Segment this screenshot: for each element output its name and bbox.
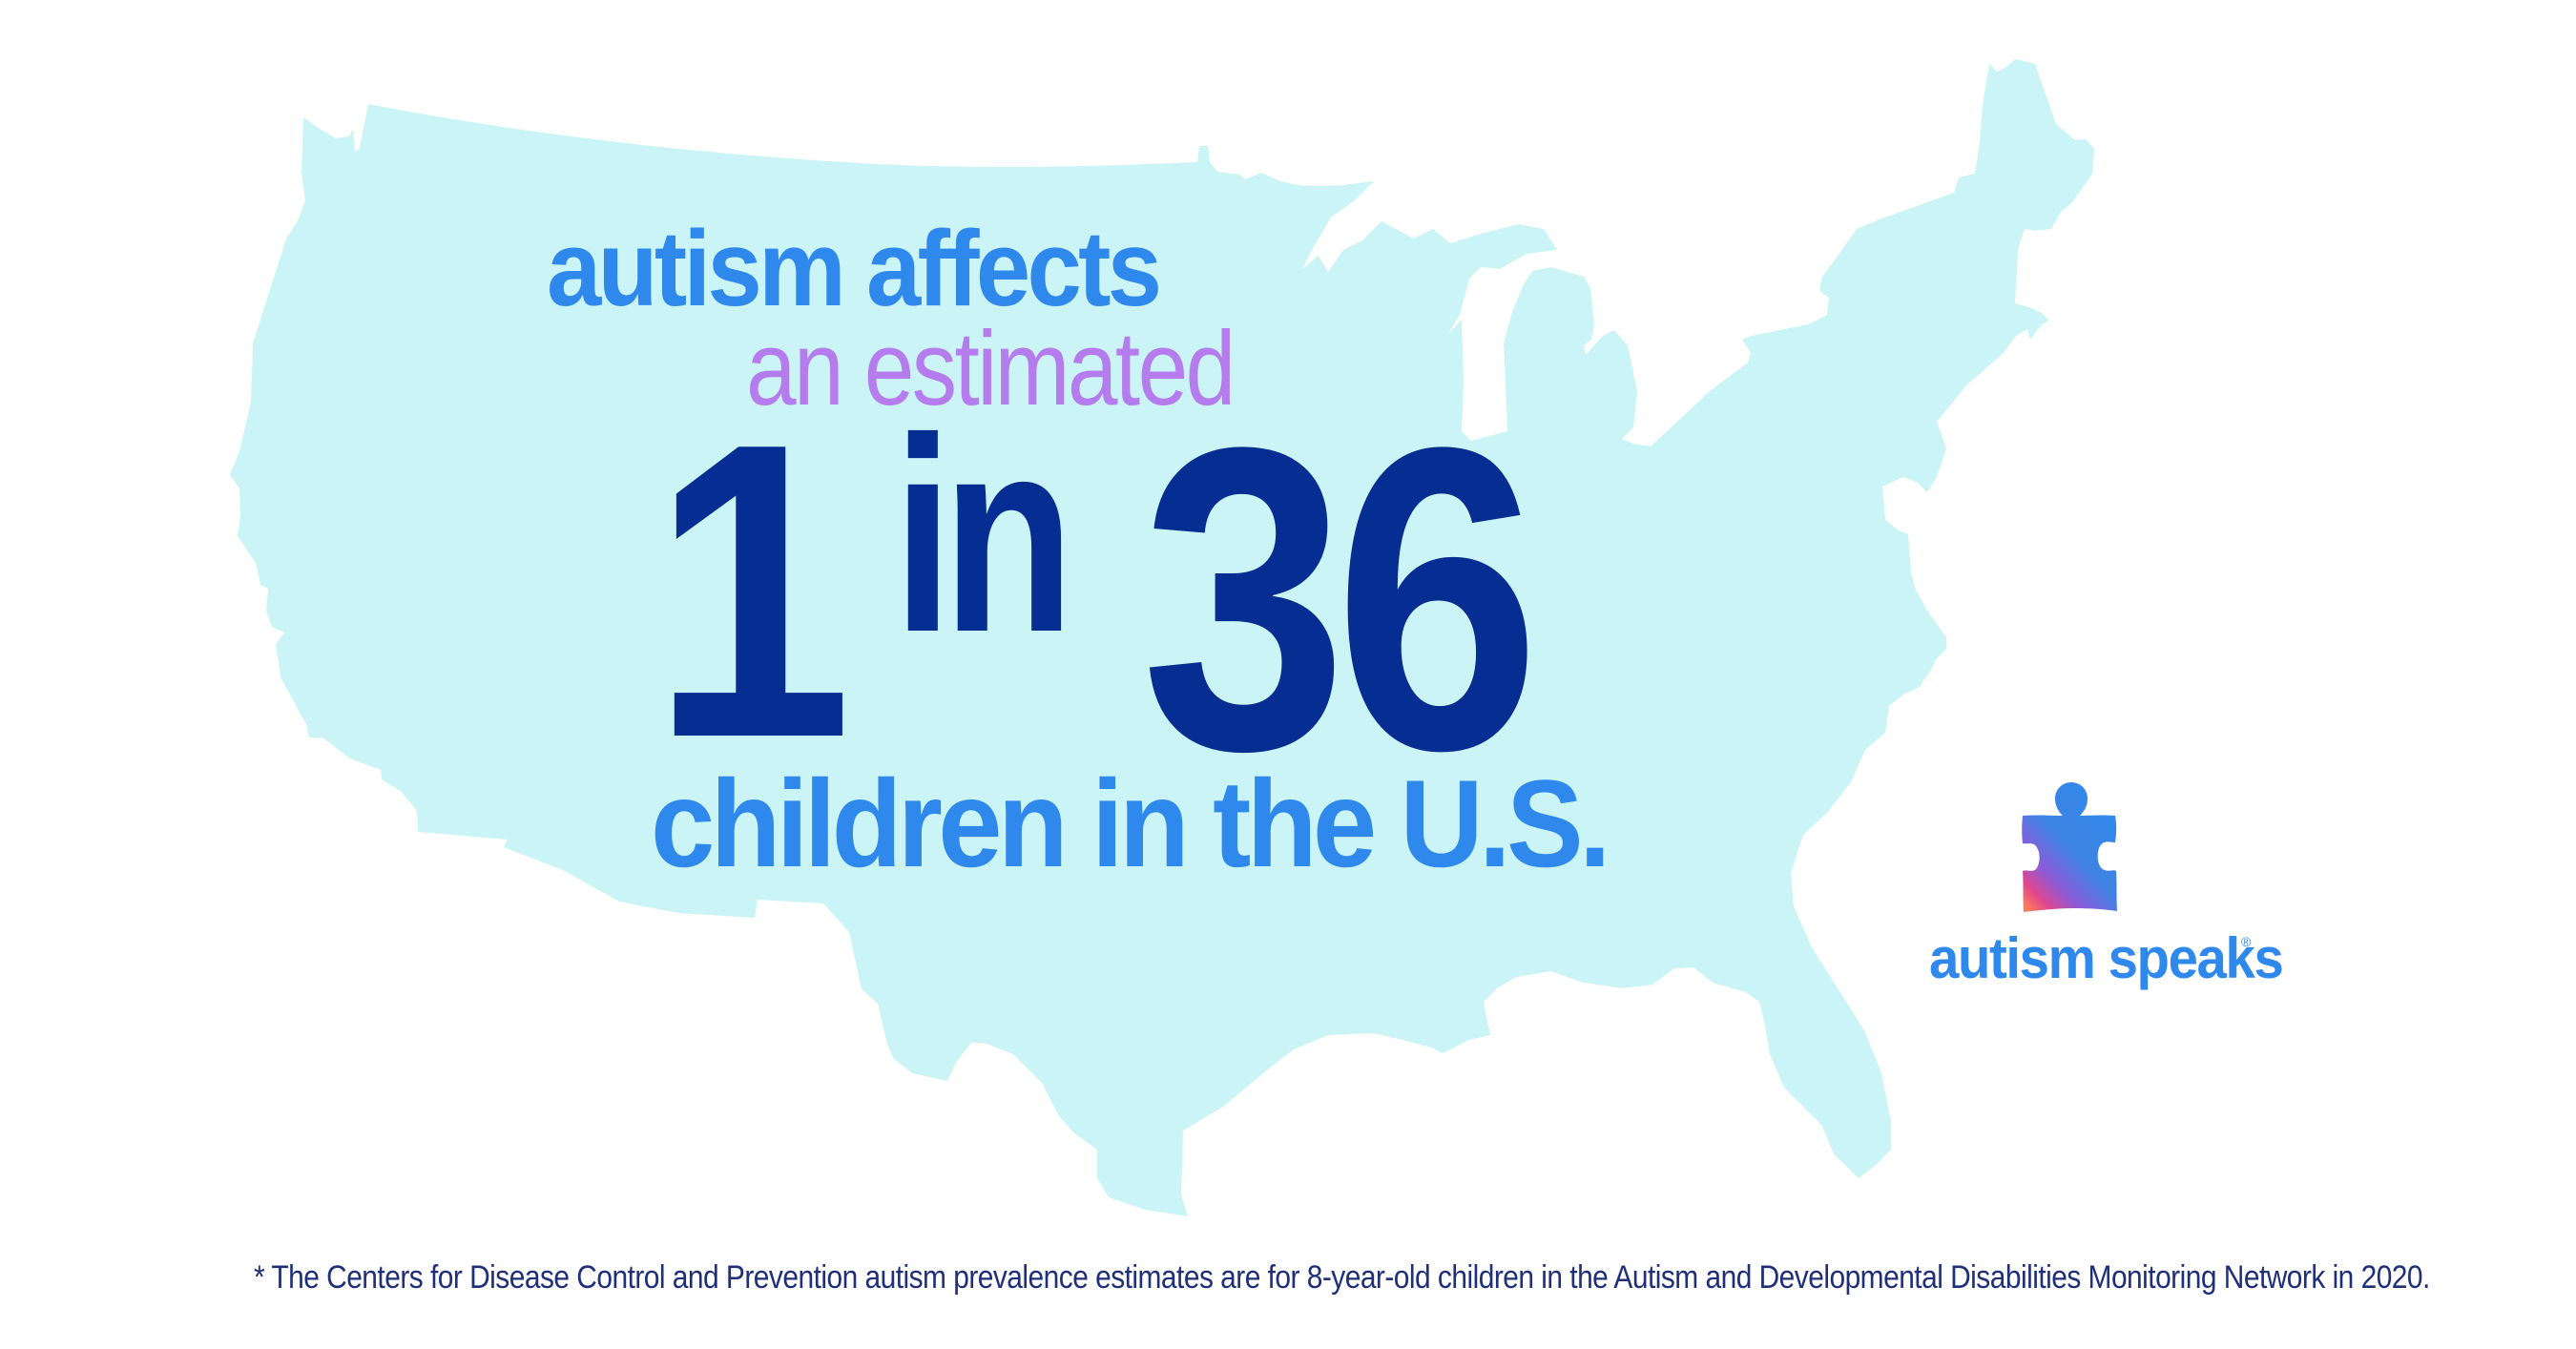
stat-connector: in bbox=[893, 381, 1074, 690]
stat-numerator: 1 bbox=[652, 357, 852, 825]
headline-line-2: an estimated bbox=[746, 310, 1236, 427]
headline-line-3: children in the U.S. bbox=[651, 754, 1611, 893]
autism-speaks-logo: autism speaks ® bbox=[1908, 778, 2290, 987]
logo-wordmark: autism speaks bbox=[1929, 926, 2284, 990]
registered-mark: ® bbox=[2241, 934, 2252, 949]
footnote: * The Centers for Disease Control and Pr… bbox=[254, 1259, 2430, 1296]
headline-line-1: autism affects bbox=[547, 209, 1162, 328]
puzzle-piece-icon bbox=[2022, 782, 2117, 912]
stat-denominator: 36 bbox=[1141, 358, 1541, 840]
